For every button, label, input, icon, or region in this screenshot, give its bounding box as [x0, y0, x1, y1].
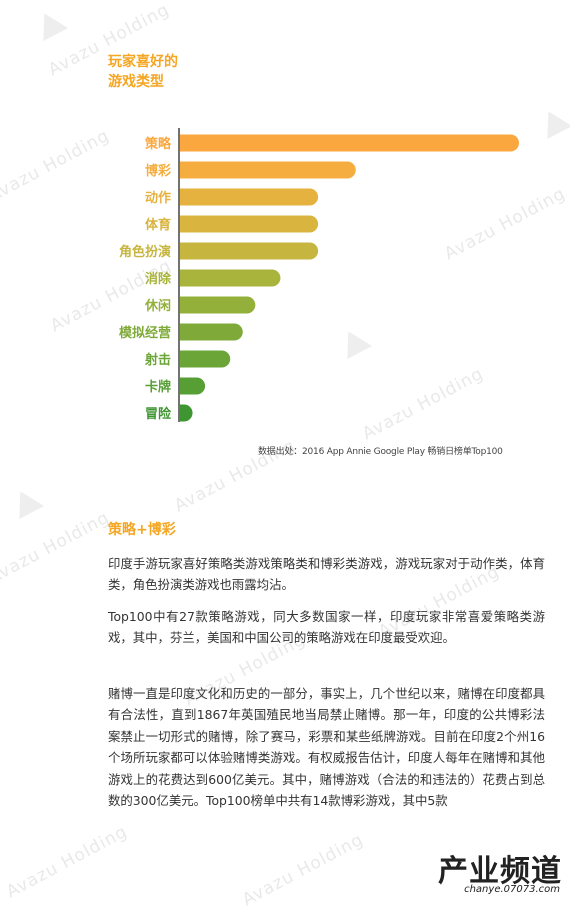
bar [180, 323, 243, 341]
bar [180, 269, 281, 287]
chart-title-line-2: 游戏类型 [108, 74, 164, 90]
bar [180, 188, 319, 206]
watermark-logo-mark [8, 484, 44, 520]
site-logo: 产业频道 chanye.07073.com [420, 846, 570, 900]
chart-source-note: 数据出处：2016 App Annie Google Play 畅销日榜单Top… [258, 447, 503, 457]
watermark-text: Avazu Holding [0, 507, 114, 589]
bar [180, 215, 319, 233]
category-label: 博彩 [145, 163, 171, 179]
chart-title-line-1: 玩家喜好的 [108, 54, 178, 70]
category-label: 动作 [145, 190, 171, 206]
paragraph-intro: 印度手游玩家喜好策略类游戏策略类和博彩类游戏，游戏玩家对于动作类，体育类，角色扮… [108, 556, 545, 593]
bar [180, 404, 193, 422]
site-logo-title: 产业频道 [438, 854, 562, 889]
category-label: 冒险 [145, 406, 172, 422]
category-label: 角色扮演 [119, 244, 171, 260]
category-label: 卡牌 [145, 379, 171, 395]
category-label: 体育 [145, 217, 171, 233]
bar [180, 134, 519, 152]
bar [180, 350, 231, 368]
bar [180, 161, 356, 179]
bar [180, 296, 256, 314]
bar [180, 377, 206, 395]
section-title: 策略+博彩 [108, 522, 176, 538]
category-label: 休闲 [144, 298, 171, 314]
category-label: 射击 [144, 352, 171, 368]
chart-title: 玩家喜好的 游戏类型 [108, 52, 228, 92]
category-label: 消除 [145, 271, 172, 287]
site-logo-url: chanye.07073.com [464, 884, 560, 895]
paragraph-gambling: 赌博一直是印度文化和历史的一部分，事实上，几个世纪以来，赌博在印度都具有合法性，… [108, 686, 545, 809]
category-label: 策略 [145, 136, 172, 152]
category-label: 模拟经营 [119, 325, 171, 341]
bar [180, 242, 319, 260]
watermark-text: Avazu Holding [239, 829, 368, 910]
watermark-text: Avazu Holding [3, 821, 132, 903]
paragraph-strategy: Top100中有27款策略游戏，同大多数国家一样，印度玩家非常喜爱策略类游戏，其… [108, 609, 545, 646]
